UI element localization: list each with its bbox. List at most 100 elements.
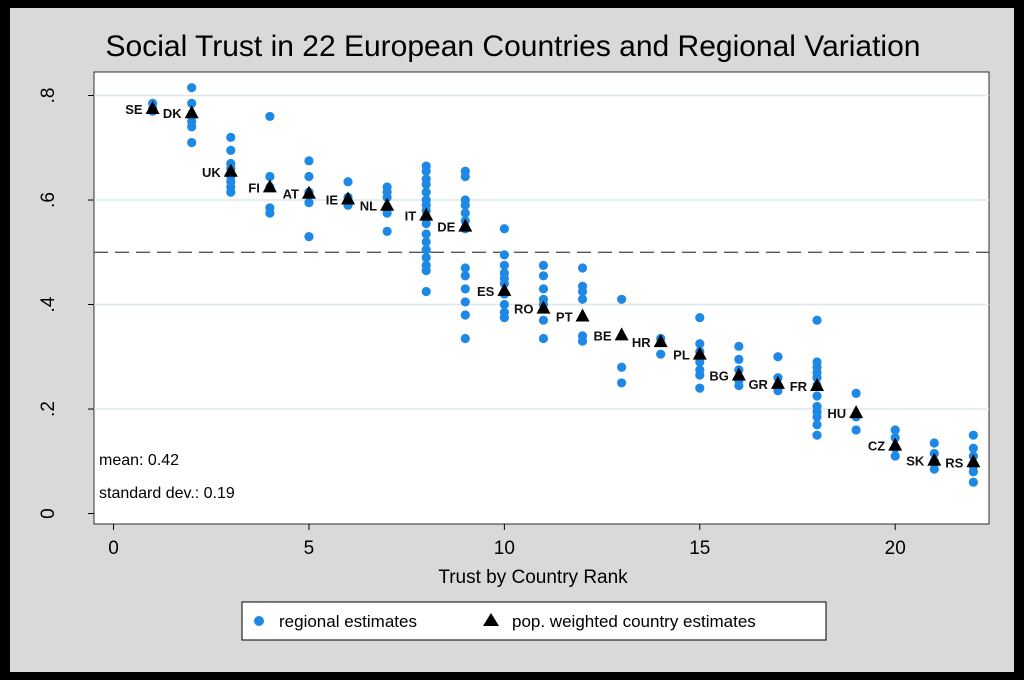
regional-point — [499, 260, 509, 270]
regional-point — [695, 370, 705, 380]
country-label: CZ — [868, 439, 885, 454]
country-point — [653, 334, 668, 348]
legend-triangle-marker — [483, 613, 499, 626]
country-label: SK — [906, 454, 925, 469]
country-point — [184, 105, 199, 119]
regional-point — [968, 477, 978, 487]
regional-point — [499, 299, 509, 310]
regional-point — [382, 208, 392, 218]
country-label: RO — [514, 302, 534, 317]
regional-point — [382, 226, 392, 236]
regional-point — [734, 354, 744, 364]
country-point — [849, 405, 864, 419]
country-point — [458, 218, 473, 232]
regional-point — [460, 271, 470, 281]
country-point — [927, 452, 942, 466]
country-label: FR — [790, 379, 808, 394]
country-label: HU — [827, 406, 846, 421]
country-label: HR — [632, 335, 651, 350]
regional-point — [499, 312, 509, 323]
country-label: FI — [248, 180, 260, 195]
regional-point — [538, 260, 549, 270]
regional-point — [343, 177, 353, 187]
country-point — [262, 179, 277, 193]
regional-point — [226, 145, 236, 155]
legend-label-country: pop. weighted country estimates — [512, 612, 756, 631]
regional-point — [421, 252, 431, 263]
country-label: UK — [202, 165, 221, 180]
x-tick-label: 20 — [885, 538, 906, 559]
country-label: DK — [163, 106, 182, 121]
regional-point — [538, 284, 549, 294]
country-label: NL — [360, 199, 377, 214]
x-tick-label: 15 — [689, 538, 710, 559]
regional-point — [812, 430, 822, 440]
mean-annotation: mean: 0.42 — [99, 452, 179, 469]
country-label: PL — [673, 348, 690, 363]
regional-point — [421, 286, 431, 297]
x-axis-label: Trust by Country Rank — [438, 567, 628, 588]
country-point — [575, 308, 590, 322]
legend-label-regional: regional estimates — [279, 612, 417, 631]
regional-point — [851, 425, 861, 435]
regional-point — [968, 430, 978, 440]
regional-point — [460, 310, 470, 320]
country-label: GR — [748, 377, 768, 392]
country-point — [888, 437, 903, 451]
x-tick-label: 0 — [108, 538, 119, 559]
regional-point — [695, 357, 705, 367]
country-label: SE — [125, 102, 143, 117]
regional-point — [773, 352, 783, 362]
country-point — [770, 375, 785, 389]
regional-point — [421, 218, 431, 229]
country-point — [341, 191, 356, 205]
regional-point — [890, 425, 900, 435]
chart-frame: Social Trust in 22 European Countries an… — [10, 8, 1014, 672]
regional-point — [460, 297, 470, 307]
y-tick-label: .2 — [38, 401, 59, 417]
regional-point — [812, 412, 822, 422]
country-label: BG — [709, 369, 729, 384]
country-point — [614, 327, 629, 341]
regional-point — [929, 438, 939, 448]
axes: 0 .2 .4 .6 .8 0 5 10 15 20 — [38, 88, 906, 559]
country-label: IE — [326, 192, 339, 207]
country-label: RS — [945, 455, 963, 470]
regional-point — [538, 271, 549, 281]
country-point — [419, 207, 434, 221]
country-point — [536, 300, 551, 314]
regional-point — [460, 284, 470, 294]
regional-point — [421, 265, 431, 276]
regional-points — [148, 83, 978, 487]
legend: regional estimates pop. weighted country… — [241, 601, 827, 641]
regional-point — [421, 237, 431, 247]
x-tick-label: 10 — [494, 538, 515, 559]
country-point — [810, 378, 825, 392]
country-label: IT — [405, 209, 417, 224]
regional-point — [187, 137, 197, 148]
y-tick-label: .8 — [38, 88, 59, 104]
chart-canvas: Social Trust in 22 European Countries an… — [38, 30, 990, 641]
regional-point — [421, 245, 431, 255]
regional-point — [460, 263, 470, 273]
regional-point — [421, 229, 431, 239]
regional-point — [460, 171, 470, 182]
country-points — [145, 101, 981, 468]
regional-point — [265, 208, 275, 218]
legend-box — [241, 601, 827, 641]
regional-point — [695, 383, 705, 393]
chart-title: Social Trust in 22 European Countries an… — [106, 30, 921, 63]
regional-point — [734, 341, 744, 351]
country-point — [692, 346, 707, 360]
regional-point — [304, 156, 314, 166]
country-point — [380, 197, 395, 211]
regional-point — [851, 388, 861, 398]
country-label: PT — [556, 310, 573, 325]
regional-point — [382, 192, 392, 203]
country-point — [145, 101, 160, 115]
regional-point — [617, 294, 627, 304]
sd-annotation: standard dev.: 0.19 — [99, 485, 235, 502]
y-tick-label: .6 — [38, 192, 59, 208]
regional-point — [304, 232, 314, 242]
legend-circle-marker — [254, 616, 264, 626]
